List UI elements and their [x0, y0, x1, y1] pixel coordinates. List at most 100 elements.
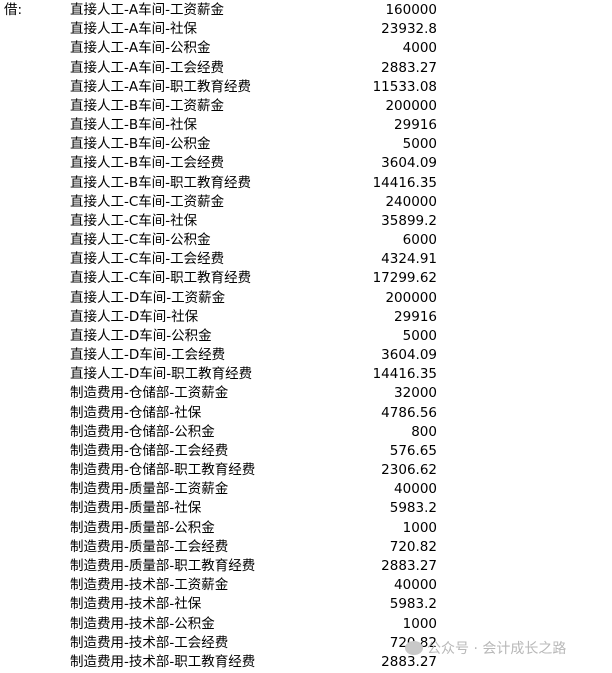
account-name: 制造费用-技术部-社保 [70, 596, 202, 613]
amount: 29916 [394, 117, 437, 134]
debit-label: 借: [4, 2, 23, 18]
account-name: 制造费用-仓储部-工会经费 [70, 442, 229, 459]
account-name: 直接人工-A车间-社保 [70, 21, 197, 38]
entry-row: 制造费用-质量部-职工教育经费 2883.27 [70, 557, 437, 576]
amount: 720.82 [389, 538, 437, 555]
amount: 40000 [394, 577, 437, 594]
amount: 1000 [402, 615, 437, 632]
account-name: 制造费用-质量部-工会经费 [70, 538, 229, 555]
entry-row: 制造费用-仓储部-社保 4786.56 [70, 404, 437, 423]
entry-row: 直接人工-D车间-公积金 5000 [70, 327, 437, 346]
amount: 160000 [385, 2, 437, 18]
entry-row: 直接人工-C车间-工会经费 4324.91 [70, 250, 437, 269]
account-name: 制造费用-仓储部-公积金 [70, 423, 215, 440]
entry-row: 直接人工-B车间-职工教育经费 14416.35 [70, 174, 437, 193]
entry-row: 直接人工-B车间-工会经费 3604.09 [70, 154, 437, 173]
amount: 6000 [402, 232, 437, 249]
account-name: 制造费用-技术部-工资薪金 [70, 577, 229, 594]
amount: 3604.09 [381, 155, 437, 172]
account-name: 直接人工-A车间-职工教育经费 [70, 78, 251, 95]
account-name: 制造费用-技术部-工会经费 [70, 634, 229, 651]
entry-row: 直接人工-A车间-公积金 4000 [70, 39, 437, 58]
entry-row: 直接人工-A车间-社保 23932.8 [70, 20, 437, 39]
account-name: 直接人工-B车间-职工教育经费 [70, 174, 252, 191]
entry-row: 直接人工-A车间-工资薪金 160000 [70, 1, 437, 20]
entry-row: 制造费用-仓储部-职工教育经费 2306.62 [70, 461, 437, 480]
entry-row: 直接人工-A车间-工会经费 2883.27 [70, 59, 437, 78]
account-name: 直接人工-D车间-社保 [70, 308, 199, 325]
entry-row: 直接人工-B车间-工资薪金 200000 [70, 97, 437, 116]
watermark: 公众号 · 会计成长之路 [405, 638, 566, 658]
amount: 576.65 [389, 442, 437, 459]
amount: 29916 [394, 308, 437, 325]
account-name: 直接人工-D车间-工资薪金 [70, 289, 226, 306]
entry-row: 直接人工-C车间-公积金 6000 [70, 231, 437, 250]
account-name: 直接人工-B车间-工会经费 [70, 155, 225, 172]
amount: 5983.2 [389, 500, 437, 517]
account-name: 直接人工-C车间-社保 [70, 212, 198, 229]
wechat-icon [405, 641, 423, 655]
entry-list: 直接人工-A车间-工资薪金 160000 直接人工-A车间-社保 23932.8 直接人… [70, 1, 437, 672]
account-name: 直接人工-A车间-公积金 [70, 40, 211, 57]
entry-row: 制造费用-仓储部-工资薪金 32000 [70, 384, 437, 403]
account-name: 直接人工-A车间-工会经费 [70, 59, 224, 76]
amount: 5000 [402, 136, 437, 153]
amount: 2883.27 [381, 653, 437, 670]
account-name: 直接人工-B车间-工资薪金 [70, 97, 225, 114]
amount: 23932.8 [381, 21, 437, 38]
amount: 5000 [402, 327, 437, 344]
amount: 17299.62 [372, 270, 437, 287]
account-name: 制造费用-仓储部-社保 [70, 404, 202, 421]
account-name: 制造费用-技术部-职工教育经费 [70, 653, 256, 670]
account-name: 直接人工-D车间-公积金 [70, 327, 212, 344]
amount: 4000 [402, 40, 437, 57]
entry-row: 制造费用-质量部-工资薪金 40000 [70, 480, 437, 499]
amount: 14416.35 [372, 366, 437, 383]
amount: 2883.27 [381, 59, 437, 76]
entry-row: 直接人工-D车间-职工教育经费 14416.35 [70, 365, 437, 384]
amount: 40000 [394, 481, 437, 498]
account-name: 制造费用-技术部-公积金 [70, 615, 215, 632]
account-name: 制造费用-质量部-公积金 [70, 519, 215, 536]
amount: 200000 [385, 97, 437, 114]
account-name: 制造费用-质量部-职工教育经费 [70, 557, 256, 574]
amount: 3604.09 [381, 347, 437, 364]
account-name: 制造费用-质量部-工资薪金 [70, 481, 229, 498]
entry-row: 直接人工-C车间-社保 35899.2 [70, 212, 437, 231]
entry-row: 制造费用-仓储部-公积金 800 [70, 423, 437, 442]
amount: 11533.08 [372, 78, 437, 95]
entry-row: 直接人工-D车间-工会经费 3604.09 [70, 346, 437, 365]
amount: 35899.2 [381, 212, 437, 229]
entry-row: 制造费用-技术部-职工教育经费 2883.27 [70, 653, 437, 672]
account-name: 直接人工-C车间-公积金 [70, 232, 211, 249]
entry-row: 制造费用-技术部-社保 5983.2 [70, 595, 437, 614]
amount: 14416.35 [372, 174, 437, 191]
entry-row: 制造费用-仓储部-工会经费 576.65 [70, 442, 437, 461]
entry-row: 直接人工-D车间-社保 29916 [70, 308, 437, 327]
amount: 2306.62 [381, 462, 437, 479]
entry-row: 直接人工-C车间-工资薪金 240000 [70, 193, 437, 212]
entry-row: 制造费用-质量部-社保 5983.2 [70, 499, 437, 518]
entry-row: 直接人工-C车间-职工教育经费 17299.62 [70, 269, 437, 288]
amount: 4786.56 [381, 404, 437, 421]
account-name: 制造费用-仓储部-工资薪金 [70, 385, 229, 402]
account-name: 直接人工-D车间-职工教育经费 [70, 366, 253, 383]
entry-row: 直接人工-B车间-公积金 5000 [70, 135, 437, 154]
amount: 240000 [385, 193, 437, 210]
entry-row: 制造费用-质量部-工会经费 720.82 [70, 538, 437, 557]
account-name: 直接人工-C车间-职工教育经费 [70, 270, 252, 287]
account-name: 直接人工-A车间-工资薪金 [70, 2, 224, 18]
entry-row: 制造费用-技术部-工资薪金 40000 [70, 576, 437, 595]
account-name: 直接人工-B车间-社保 [70, 117, 198, 134]
amount: 32000 [394, 385, 437, 402]
account-name: 直接人工-C车间-工会经费 [70, 251, 225, 268]
account-name: 直接人工-B车间-公积金 [70, 136, 211, 153]
entry-row: 直接人工-A车间-职工教育经费 11533.08 [70, 78, 437, 97]
entry-row: 制造费用-质量部-公积金 1000 [70, 519, 437, 538]
account-name: 直接人工-D车间-工会经费 [70, 347, 226, 364]
account-name: 直接人工-C车间-工资薪金 [70, 193, 225, 210]
entry-row: 直接人工-D车间-工资薪金 200000 [70, 289, 437, 308]
amount: 2883.27 [381, 557, 437, 574]
amount: 200000 [385, 289, 437, 306]
amount: 1000 [402, 519, 437, 536]
